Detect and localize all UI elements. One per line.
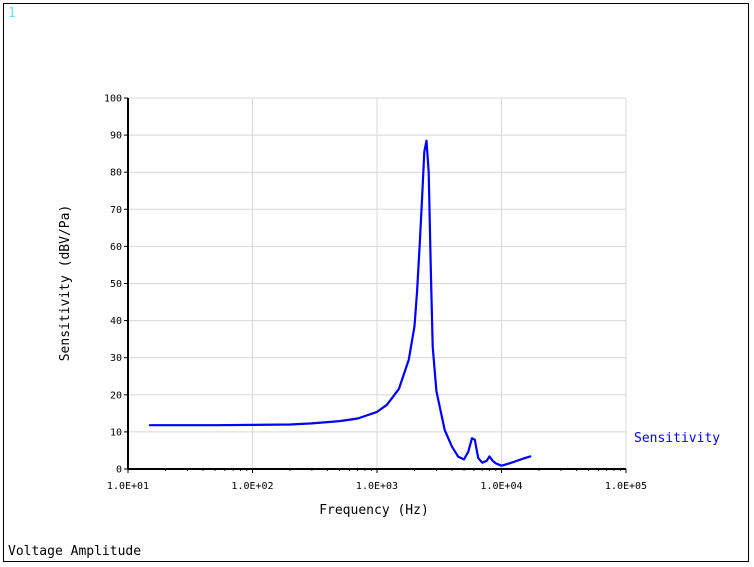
x-axis-label: Frequency (Hz) (319, 503, 429, 518)
series-lines (148, 139, 532, 467)
x-tick-labels: 1.0E+01 1.0E+02 1.0E+03 1.0E+04 1.0E+05 (107, 481, 647, 492)
y-tick-label-0: 0 (116, 465, 122, 476)
y-tick-label-80: 80 (110, 168, 122, 179)
y-tick-label-40: 40 (110, 316, 122, 327)
y-tick-label-100: 100 (104, 94, 122, 105)
y-tick-labels: 0 10 20 30 40 50 60 70 80 90 100 (104, 94, 122, 476)
y-tick-label-20: 20 (110, 390, 122, 401)
window-number: 1 (8, 6, 16, 21)
y-tick-label-50: 50 (110, 279, 122, 290)
x-tick-label-1: 1.0E+02 (231, 481, 273, 492)
y-tick-label-10: 10 (110, 427, 122, 438)
axes (124, 97, 627, 473)
y-tick-label-60: 60 (110, 242, 122, 253)
y-axis-label: Sensitivity (dBV/Pa) (58, 205, 73, 362)
x-tick-label-3: 1.0E+04 (480, 481, 522, 492)
grid-lines (128, 97, 627, 469)
legend-entry-sensitivity: Sensitivity (634, 431, 720, 446)
y-tick-label-70: 70 (110, 205, 122, 216)
y-tick-label-90: 90 (110, 131, 122, 142)
x-tick-label-4: 1.0E+05 (605, 481, 647, 492)
series-line-0 (148, 139, 532, 467)
result-type-label: Voltage Amplitude (8, 544, 142, 559)
x-tick-label-0: 1.0E+01 (107, 481, 149, 492)
y-tick-label-30: 30 (110, 353, 122, 364)
x-tick-label-2: 1.0E+03 (356, 481, 398, 492)
